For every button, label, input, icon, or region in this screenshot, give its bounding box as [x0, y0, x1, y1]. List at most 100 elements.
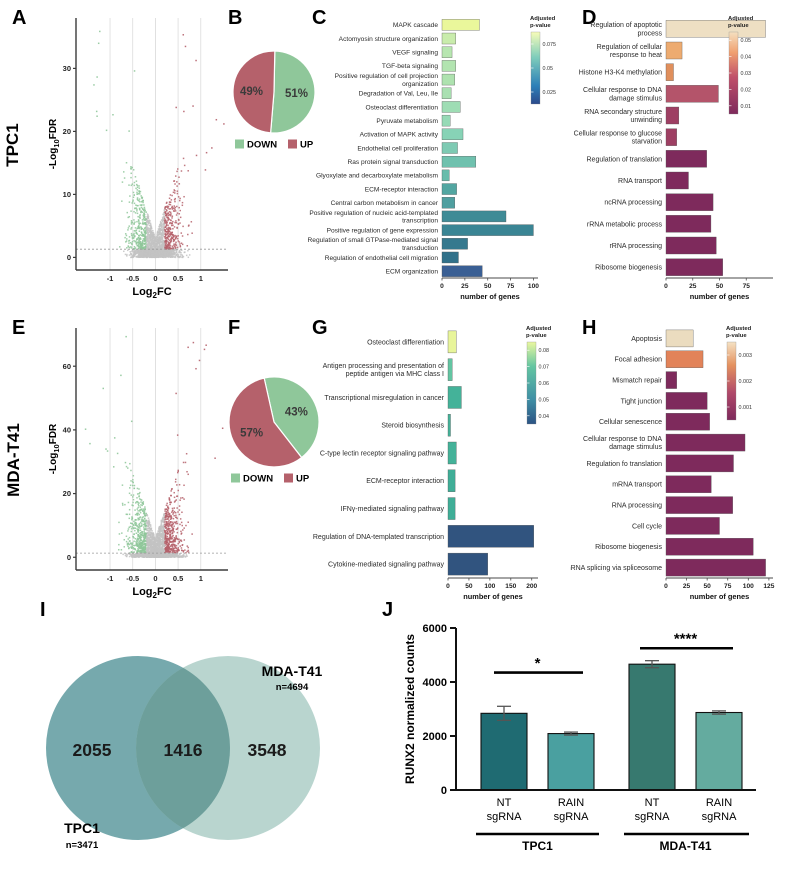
volcano-point — [164, 226, 166, 228]
x-tick-label: -0.5 — [126, 274, 139, 283]
volcano-point — [171, 549, 173, 552]
volcano-point — [156, 242, 159, 245]
volcano-point — [134, 176, 137, 178]
volcano-point — [174, 247, 177, 250]
volcano-point — [132, 191, 135, 194]
volcano-point — [150, 527, 152, 530]
go-bar — [665, 215, 712, 233]
volcano-point — [127, 501, 130, 504]
volcano-point — [152, 249, 154, 251]
volcano-point — [146, 237, 148, 240]
volcano-point — [128, 517, 131, 520]
volcano-point — [136, 256, 138, 258]
volcano-point — [138, 240, 140, 242]
go-category-label: Histone H3-K4 methylation — [579, 70, 662, 77]
pie-value-label: 49% — [240, 86, 263, 98]
volcano-point — [187, 170, 189, 172]
volcano-point — [133, 230, 136, 232]
volcano-point — [164, 222, 166, 224]
volcano-point — [178, 199, 181, 202]
go-category-label: Regulation of apoptotic — [590, 22, 662, 29]
go-category-label: transduction — [402, 245, 438, 252]
volcano-point — [148, 253, 151, 256]
volcano-point — [134, 548, 136, 550]
go-category-label: Regulation of translation — [587, 156, 663, 163]
volcano-point — [145, 512, 148, 515]
volcano-point — [138, 191, 141, 193]
volcano-point — [169, 503, 171, 506]
volcano-point — [174, 200, 176, 203]
volcano-point — [124, 503, 126, 506]
volcano-point — [166, 216, 168, 219]
volcano-point — [168, 208, 171, 210]
volcano-point — [142, 508, 144, 510]
volcano-point — [173, 207, 175, 210]
volcano-point — [149, 248, 152, 250]
x-tick-label: 50 — [716, 283, 724, 290]
volcano-point — [186, 245, 189, 247]
volcano-point — [163, 245, 166, 247]
volcano-point — [169, 501, 172, 503]
volcano-point — [133, 527, 136, 529]
volcano-point — [191, 533, 193, 535]
volcano-point — [140, 227, 143, 230]
legend-swatch-up — [288, 139, 297, 149]
volcano-point — [156, 236, 159, 239]
volcano-point — [165, 527, 167, 529]
volcano-point — [154, 246, 157, 249]
volcano-point — [172, 191, 175, 194]
volcano-point — [167, 247, 169, 250]
volcano-point — [165, 230, 168, 233]
go-category-label: Positive regulation of nucleic acid-temp… — [309, 210, 438, 217]
volcano-point — [162, 535, 164, 537]
volcano-point — [167, 525, 169, 528]
x-tick-label: 25 — [689, 283, 697, 290]
volcano-point — [174, 208, 176, 211]
volcano-point — [146, 217, 149, 219]
volcano-point — [130, 480, 132, 482]
volcano-point — [181, 556, 184, 558]
volcano-point — [164, 239, 167, 242]
volcano-point — [148, 532, 151, 534]
volcano-point — [168, 203, 171, 206]
volcano-point — [141, 516, 144, 519]
volcano-point — [147, 240, 149, 242]
volcano-point — [137, 506, 139, 509]
volcano-point — [135, 207, 138, 209]
volcano-point — [156, 234, 158, 236]
volcano-point — [168, 524, 170, 526]
volcano-point — [145, 246, 148, 248]
volcano-point — [149, 529, 152, 531]
volcano-point — [143, 212, 145, 215]
y-axis-title: -Log10FDR — [48, 118, 61, 169]
volcano-point — [166, 541, 169, 544]
volcano-point — [133, 239, 135, 242]
volcano-point — [179, 209, 181, 212]
volcano-point — [162, 248, 165, 251]
volcano-point — [163, 242, 166, 245]
volcano-point — [145, 222, 147, 224]
volcano-point — [134, 524, 137, 526]
volcano-point — [138, 253, 140, 255]
volcano-point — [133, 255, 136, 257]
volcano-point — [144, 219, 146, 221]
volcano-point — [165, 242, 168, 244]
volcano-point — [145, 534, 148, 536]
volcano-point — [169, 251, 171, 253]
volcano-point — [170, 247, 172, 250]
volcano-point — [143, 540, 145, 543]
volcano-point — [165, 255, 168, 258]
volcano-point — [179, 197, 181, 200]
volcano-point — [174, 539, 177, 541]
volcano-point — [181, 524, 183, 527]
volcano-point — [173, 198, 176, 201]
volcano-point — [166, 524, 169, 526]
volcano-point — [151, 242, 153, 245]
volcano-point — [145, 227, 148, 229]
volcano-point — [138, 185, 140, 187]
volcano-point — [138, 518, 141, 521]
volcano-point — [171, 256, 174, 258]
volcano-point — [161, 530, 163, 533]
volcano-point — [141, 256, 144, 258]
volcano-point — [150, 244, 153, 246]
